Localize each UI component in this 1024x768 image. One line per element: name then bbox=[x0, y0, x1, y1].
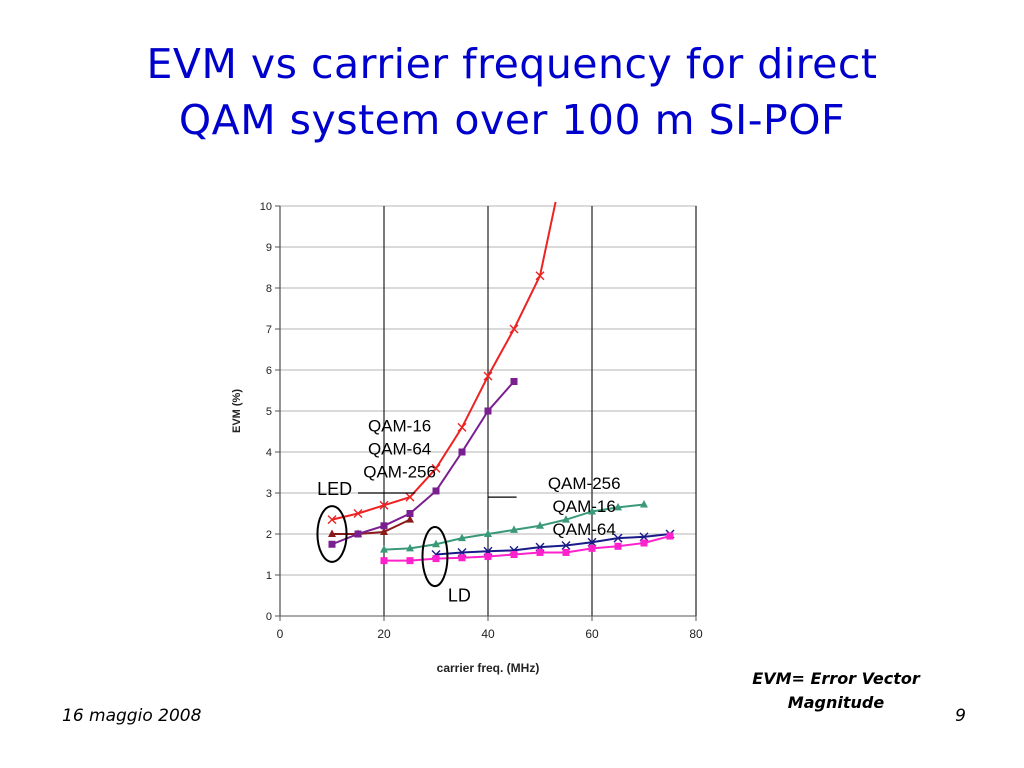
series-line bbox=[332, 518, 411, 535]
series-3 bbox=[380, 499, 648, 553]
y-tick-label: 3 bbox=[266, 488, 272, 500]
series-point bbox=[614, 502, 622, 511]
series-point bbox=[457, 422, 467, 432]
chart-ticks: 0 1 2 3 4 5 6 7 8 9 10 0 20 40 60 80 bbox=[260, 201, 703, 641]
annotation-label: QAM-256 bbox=[363, 463, 436, 482]
title-line-1: EVM vs carrier frequency for direct bbox=[146, 40, 878, 88]
chart-overlays bbox=[316, 492, 517, 588]
series-point bbox=[405, 492, 415, 502]
source-ellipse bbox=[421, 526, 449, 588]
x-tick-label: 60 bbox=[585, 627, 599, 641]
series-point bbox=[484, 529, 492, 537]
series-5 bbox=[380, 532, 674, 565]
page-number: 9 bbox=[955, 706, 966, 726]
series-point bbox=[458, 448, 466, 456]
annotation-label: QAM-64 bbox=[553, 520, 616, 539]
series-point bbox=[432, 487, 440, 495]
series-point bbox=[483, 371, 493, 381]
chart-series bbox=[327, 201, 675, 565]
series-point bbox=[588, 506, 596, 515]
series-point bbox=[510, 377, 518, 385]
y-tick-label: 9 bbox=[266, 242, 272, 254]
series-point bbox=[380, 557, 388, 565]
y-tick-label: 10 bbox=[260, 201, 272, 213]
series-line bbox=[331, 380, 515, 546]
annotation-label: QAM-16 bbox=[553, 497, 616, 516]
y-axis-title: EVM (%) bbox=[231, 389, 243, 433]
annotation-label: LED bbox=[317, 479, 352, 499]
x-tick-label: 40 bbox=[481, 627, 495, 641]
series-2 bbox=[328, 377, 518, 548]
series-point bbox=[353, 509, 363, 518]
series-point bbox=[484, 553, 492, 561]
slide-title: EVM vs carrier frequency for direct QAM … bbox=[0, 36, 1024, 148]
annotation-label: QAM-64 bbox=[368, 440, 431, 459]
series-point bbox=[406, 557, 414, 565]
series-point bbox=[432, 539, 440, 548]
x-tick-label: 80 bbox=[689, 627, 703, 641]
y-tick-label: 7 bbox=[266, 324, 272, 336]
series-point bbox=[562, 515, 570, 523]
series-point bbox=[562, 548, 570, 556]
x-tick-label: 20 bbox=[377, 627, 391, 641]
annotation-label: QAM-256 bbox=[548, 474, 621, 493]
series-point bbox=[354, 530, 362, 538]
series-point bbox=[432, 555, 440, 563]
y-tick-label: 5 bbox=[266, 406, 272, 418]
series-point bbox=[380, 545, 388, 553]
title-line-2: QAM system over 100 m SI-POF bbox=[178, 96, 846, 144]
y-tick-label: 1 bbox=[266, 570, 272, 582]
series-point bbox=[640, 539, 648, 547]
series-point bbox=[380, 522, 388, 530]
series-point bbox=[614, 542, 622, 550]
series-line bbox=[384, 535, 671, 562]
y-tick-label: 2 bbox=[266, 529, 272, 541]
series-point bbox=[588, 544, 596, 552]
series-point bbox=[509, 324, 519, 334]
series-point bbox=[458, 533, 466, 542]
source-ellipse bbox=[316, 505, 348, 563]
annotation-label: LD bbox=[448, 586, 471, 606]
y-tick-label: 8 bbox=[266, 283, 272, 295]
chart-grid bbox=[279, 205, 697, 617]
series-point bbox=[328, 540, 336, 548]
series-point bbox=[327, 515, 337, 525]
series-line bbox=[331, 201, 557, 521]
x-axis-title: carrier freq. (MHz) bbox=[437, 661, 540, 675]
series-point bbox=[510, 551, 518, 558]
chart-labels: carrier freq. (MHz) EVM (%) QAM-16 QAM-64 QA… bbox=[231, 389, 621, 675]
series-point bbox=[666, 532, 674, 540]
series-point bbox=[328, 529, 336, 537]
series-line bbox=[435, 533, 671, 556]
series-0 bbox=[327, 201, 557, 525]
series-point bbox=[458, 554, 466, 562]
note-line-2: Magnitude bbox=[787, 693, 885, 712]
series-point bbox=[536, 548, 544, 556]
annotation-label: QAM-16 bbox=[368, 417, 431, 436]
evm-definition-note: EVM= Error Vector Magnitude bbox=[718, 667, 954, 715]
series-point bbox=[406, 510, 414, 517]
series-point bbox=[613, 533, 623, 543]
y-tick-label: 4 bbox=[266, 447, 272, 459]
series-point bbox=[406, 515, 414, 523]
series-point bbox=[484, 407, 492, 415]
x-tick-label: 0 bbox=[277, 627, 284, 641]
series-point bbox=[536, 521, 544, 529]
footer-date: 16 maggio 2008 bbox=[62, 706, 202, 726]
series-point bbox=[561, 540, 571, 550]
series-point bbox=[379, 500, 389, 510]
series-point bbox=[431, 463, 441, 473]
series-point bbox=[510, 525, 518, 533]
series-point bbox=[535, 271, 545, 281]
y-tick-label: 6 bbox=[266, 365, 272, 377]
series-point bbox=[380, 527, 388, 535]
evm-chart: 0 1 2 3 4 5 6 7 8 9 10 0 20 40 60 80 carrier freq. (MHz… bbox=[231, 201, 703, 675]
note-line-1: EVM= Error Vector bbox=[752, 669, 920, 688]
y-tick-label: 0 bbox=[266, 611, 272, 623]
series-point bbox=[406, 543, 414, 552]
series-point bbox=[640, 499, 648, 508]
